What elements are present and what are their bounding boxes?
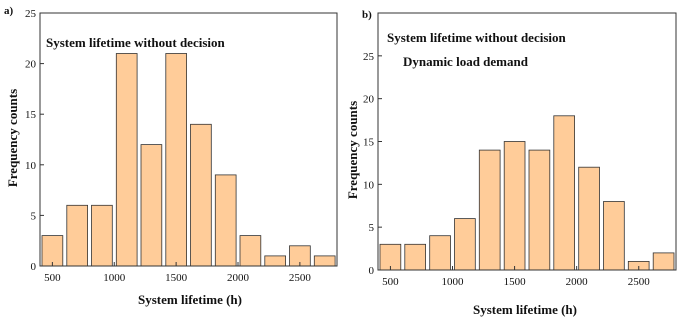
y-tick-label-b: 15 — [363, 137, 375, 149]
y-tick-label-a: 0 — [31, 261, 37, 273]
annotation-b-1: System lifetime without decision — [387, 30, 567, 45]
bar-a-1900 — [214, 174, 237, 267]
bar-a-2100 — [239, 235, 262, 267]
bar-a-1700 — [190, 123, 212, 267]
x-tick-label-b: 2000 — [566, 276, 589, 288]
plot-frame-b — [377, 12, 677, 271]
y-axis-label-b: Frequency counts — [345, 101, 360, 199]
bar-a-900 — [91, 204, 113, 267]
bar-b-700 — [404, 243, 426, 271]
y-tick-label-b: 20 — [363, 94, 375, 106]
panel-label-b: b) — [362, 9, 372, 21]
y-tick-label-b: 0 — [369, 265, 375, 277]
bar-b-2300 — [603, 201, 625, 271]
y-tick-label-b: 10 — [363, 179, 375, 191]
y-tick-label-b: 25 — [363, 51, 375, 63]
bar-b-2100 — [578, 166, 600, 271]
x-ticks-b: 500 1000 1500 2000 2500 — [382, 266, 650, 288]
y-tick-label-a: 15 — [25, 109, 37, 121]
bar-a-1300 — [140, 144, 163, 267]
bar-b-1700 — [528, 149, 551, 271]
bars-b — [379, 115, 675, 271]
y-ticks-b: 0 5 10 15 20 25 — [363, 51, 382, 277]
x-tick-label-b: 500 — [382, 276, 399, 288]
x-tick-label-a: 2500 — [289, 272, 312, 284]
x-tick-label-a: 1000 — [103, 272, 126, 284]
x-tick-label-a: 2000 — [227, 272, 250, 284]
bar-b-1100 — [454, 218, 476, 271]
bar-a-500 — [41, 235, 64, 267]
bars-a — [41, 53, 336, 267]
bar-b-1300 — [478, 149, 501, 271]
x-tick-label-a: 500 — [44, 272, 61, 284]
x-tick-label-b: 1500 — [504, 276, 527, 288]
y-axis-label-a: Frequency counts — [5, 89, 20, 187]
histogram-panel-b: b) Frequency counts System lifetime (h) … — [345, 9, 677, 317]
x-tick-label-a: 1500 — [165, 272, 188, 284]
bar-b-1900 — [553, 115, 575, 271]
y-tick-label-b: 5 — [369, 222, 375, 234]
x-axis-label-a: System lifetime (h) — [138, 292, 242, 307]
y-ticks-a: 0 5 10 15 20 25 — [25, 8, 44, 273]
x-axis-label-b: System lifetime (h) — [473, 302, 577, 317]
bar-b-1500 — [503, 141, 526, 271]
panel-label-a: a) — [4, 5, 14, 17]
y-tick-label-a: 20 — [25, 59, 37, 71]
y-tick-label-a: 10 — [25, 160, 37, 172]
y-tick-label-a: 5 — [31, 210, 37, 222]
bar-b-900 — [429, 235, 451, 271]
bar-a-1500 — [165, 53, 188, 267]
x-tick-label-b: 2500 — [628, 276, 651, 288]
plot-frame-a — [39, 12, 338, 267]
bar-b-2700 — [652, 252, 675, 271]
annotation-a-1: System lifetime without decision — [46, 35, 226, 50]
bar-a-2300 — [264, 255, 286, 267]
bar-a-2700 — [313, 255, 336, 267]
x-tick-label-b: 1000 — [442, 276, 465, 288]
histogram-panel-a: a) Frequency counts System lifetime (h) … — [4, 5, 338, 307]
annotation-b-2: Dynamic load demand — [403, 54, 529, 69]
x-ticks-a: 500 1000 1500 2000 2500 — [44, 262, 311, 284]
bar-a-1100 — [115, 53, 138, 267]
y-tick-label-a: 25 — [25, 8, 37, 20]
bar-a-700 — [66, 204, 89, 267]
